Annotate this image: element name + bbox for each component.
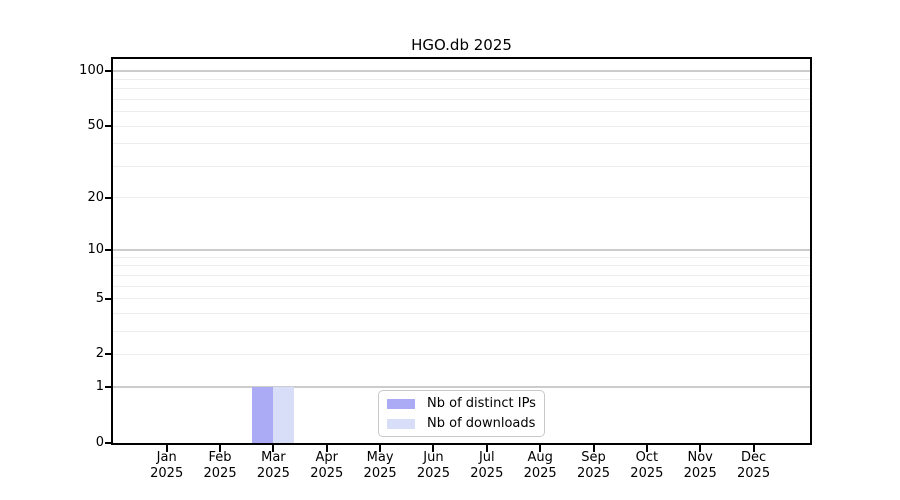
x-tick-label-sep: Sep 2025 — [576, 450, 611, 481]
legend: Nb of distinct IPs Nb of downloads — [378, 390, 545, 437]
legend-entry-downloads: Nb of downloads — [387, 415, 544, 431]
gridline-major — [113, 386, 810, 389]
plot-area — [111, 57, 812, 445]
gridline-minor — [113, 285, 810, 287]
y-tick-label: 5 — [95, 290, 104, 306]
gridline-minor — [113, 165, 810, 167]
gridline-major — [113, 248, 810, 251]
x-tick-mark — [379, 445, 382, 452]
bar-mar-downloads — [273, 387, 295, 443]
x-tick-mark — [325, 445, 328, 452]
x-tick-mark — [432, 445, 435, 452]
x-tick-label-may: May 2025 — [363, 450, 397, 481]
x-tick-mark — [752, 445, 755, 452]
gridline-minor — [113, 298, 810, 300]
legend-label-downloads: Nb of downloads — [427, 415, 536, 431]
y-tick-mark — [105, 297, 112, 300]
x-tick-mark — [485, 445, 488, 452]
x-tick-mark — [539, 445, 542, 452]
x-tick-label-jan: Jan 2025 — [150, 450, 184, 481]
gridline-minor — [113, 312, 810, 314]
y-tick-label: 50 — [87, 118, 104, 134]
chart-title: HGO.db 2025 — [411, 36, 512, 54]
legend-swatch-distinct-ips — [387, 398, 415, 409]
y-tick-mark — [105, 248, 112, 251]
gridline-minor — [113, 125, 810, 127]
x-tick-label-feb: Feb 2025 — [203, 450, 237, 481]
y-tick-mark — [105, 442, 112, 444]
gridline-minor — [113, 265, 810, 267]
x-tick-label-mar: Mar 2025 — [256, 450, 290, 481]
gridline-minor — [113, 197, 810, 199]
legend-swatch-downloads — [387, 418, 415, 429]
x-tick-mark — [272, 445, 275, 452]
y-tick-label: 20 — [87, 189, 104, 205]
gridline-major — [113, 70, 810, 72]
y-tick-mark — [105, 70, 112, 72]
legend-entry-distinct-ips: Nb of distinct IPs — [387, 395, 544, 411]
y-tick-label: 100 — [79, 63, 104, 78]
gridline-minor — [113, 353, 810, 355]
x-tick-mark — [645, 445, 648, 452]
y-tick-mark — [105, 353, 112, 356]
gridline-minor — [113, 78, 810, 80]
x-tick-label-nov: Nov 2025 — [683, 450, 717, 481]
bar-mar-distinct-ips — [252, 387, 274, 443]
y-tick-mark — [105, 386, 112, 389]
x-tick-label-apr: Apr 2025 — [310, 450, 344, 481]
gridline-minor — [113, 143, 810, 145]
y-tick-label: 10 — [87, 241, 104, 257]
x-tick-mark — [165, 445, 168, 452]
y-tick-label: 1 — [95, 379, 104, 395]
y-tick-label: 0 — [95, 435, 104, 450]
x-tick-mark — [699, 445, 702, 452]
y-tick-label: 2 — [95, 346, 104, 362]
gridline-minor — [113, 330, 810, 332]
x-tick-label-jun: Jun 2025 — [416, 450, 450, 481]
x-tick-label-aug: Aug 2025 — [523, 450, 557, 481]
y-tick-mark — [105, 196, 112, 199]
x-tick-label-dec: Dec 2025 — [737, 450, 771, 481]
gridline-minor — [113, 274, 810, 276]
y-tick-mark — [105, 125, 112, 128]
x-tick-label-oct: Oct 2025 — [630, 450, 664, 481]
gridline-minor — [113, 256, 810, 258]
legend-label-distinct-ips: Nb of distinct IPs — [427, 395, 536, 411]
gridline-minor — [113, 111, 810, 113]
gridline-minor — [113, 98, 810, 100]
x-tick-mark — [592, 445, 595, 452]
gridline-minor — [113, 88, 810, 90]
x-tick-label-jul: Jul 2025 — [470, 450, 504, 481]
x-tick-mark — [219, 445, 222, 452]
